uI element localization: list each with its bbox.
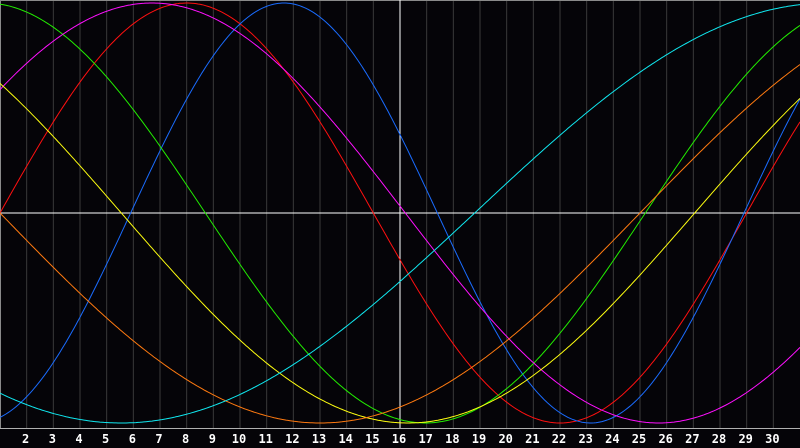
x-tick-label: 12 <box>285 432 299 446</box>
series-line-6 <box>0 64 800 424</box>
x-tick-label: 15 <box>365 432 379 446</box>
x-tick-labels: 2 3 4 5 6 7 8 9 10 11 12 13 14 15 16 17 18 19 20 21 22 23 24 25… <box>22 432 780 446</box>
x-tick-label: 29 <box>738 432 752 446</box>
x-tick-label: 14 <box>338 432 352 446</box>
x-tick-label: 28 <box>712 432 726 446</box>
x-tick-label: 8 <box>182 432 189 446</box>
x-tick-label: 6 <box>129 432 136 446</box>
x-tick-label: 26 <box>658 432 672 446</box>
series-line-1 <box>0 2 800 424</box>
x-tick-label: 10 <box>232 432 246 446</box>
x-tick-label: 5 <box>102 432 109 446</box>
x-tick-label: 4 <box>75 432 82 446</box>
x-tick-label: 30 <box>765 432 779 446</box>
series-line-4 <box>0 2 800 424</box>
x-tick-label: 17 <box>418 432 432 446</box>
x-tick-label: 24 <box>605 432 619 446</box>
x-tick-label: 27 <box>685 432 699 446</box>
series-line-5 <box>0 83 800 424</box>
x-tick-label: 3 <box>49 432 56 446</box>
series-line-2 <box>0 2 800 424</box>
series-line-7 <box>0 4 800 424</box>
x-tick-label: 9 <box>209 432 216 446</box>
series-group <box>0 2 800 424</box>
x-tick-label: 13 <box>312 432 326 446</box>
series-line-3 <box>0 3 800 424</box>
x-tick-label: 2 <box>22 432 29 446</box>
x-tick-label: 16 <box>392 432 406 446</box>
x-tick-label: 23 <box>578 432 592 446</box>
x-tick-label: 22 <box>552 432 566 446</box>
x-tick-label: 25 <box>632 432 646 446</box>
x-tick-label: 7 <box>155 432 162 446</box>
x-tick-label: 11 <box>258 432 272 446</box>
x-tick-label: 19 <box>472 432 486 446</box>
x-tick-label: 20 <box>498 432 512 446</box>
x-tick-label: 18 <box>445 432 459 446</box>
x-tick-label: 21 <box>525 432 539 446</box>
